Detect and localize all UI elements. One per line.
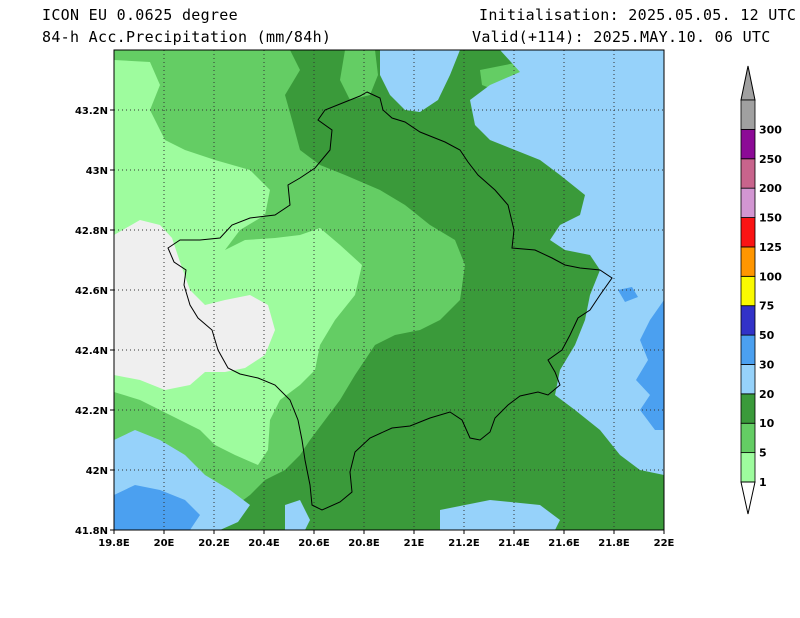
colorbar-label: 50: [759, 329, 775, 342]
lon-tick-label: 20.6E: [298, 538, 330, 549]
colorbar-label: 75: [759, 300, 774, 313]
colorbar-label: 150: [759, 212, 782, 225]
lon-tick-label: 21.6E: [548, 538, 580, 549]
colorbar-swatch: [740, 217, 756, 248]
colorbar-swatch: [740, 275, 756, 307]
lon-tick-label: 20E: [154, 538, 175, 549]
precip-area-20-30-south: [285, 500, 310, 530]
colorbar-swatch: [740, 422, 756, 454]
lon-tick-label: 21.2E: [448, 538, 480, 549]
precip-area-below-1: [114, 220, 275, 390]
graticule: [114, 50, 664, 530]
lon-tick-label: 20.2E: [198, 538, 230, 549]
colorbar-label: 5: [759, 447, 767, 460]
lon-tick-label: 20.4E: [248, 538, 280, 549]
colorbar-label: 200: [759, 182, 782, 195]
lon-tick-label: 20.8E: [348, 538, 380, 549]
lat-tick-label: 42.4N: [75, 346, 108, 357]
border-line: [167, 91, 613, 511]
colorbar-label: 10: [759, 417, 775, 430]
colorbar-label: 250: [759, 153, 782, 166]
valid-time: Valid(+114): 2025.MAY.10. 06 UTC: [472, 28, 771, 46]
precip-area-20-30-east: [470, 50, 664, 475]
precip-area-5-10-north: [340, 50, 378, 100]
colorbar-swatch: [740, 452, 756, 483]
lat-tick-label: 42.8N: [75, 226, 108, 237]
colorbar-swatch: [740, 187, 756, 218]
lat-tick-label: 42.6N: [75, 286, 108, 297]
colorbar-swatch: [740, 364, 756, 395]
colorbar-swatch: [740, 246, 756, 277]
precip-area-30-50-southwest: [114, 485, 200, 530]
lat-tick-label: 43N: [86, 166, 108, 177]
lon-tick-label: 22E: [654, 538, 675, 549]
colorbar-label: 30: [759, 358, 775, 371]
colorbar-top-arrow: [740, 65, 756, 101]
colorbar-swatch: [740, 99, 756, 130]
colorbar-label: 1: [759, 476, 767, 489]
colorbar-label: 20: [759, 388, 775, 401]
plot-frame: [113, 49, 665, 531]
colorbar-swatch: [740, 305, 756, 336]
lat-tick-label: 42.2N: [75, 406, 108, 417]
init-time: Initialisation: 2025.05.05. 12 UTC: [479, 6, 797, 24]
colorbar-label: 300: [759, 123, 782, 136]
lon-tick-label: 19.8E: [98, 538, 130, 549]
precip-area-20-30-northeast: [380, 50, 460, 112]
lat-tick-label: 41.8N: [75, 526, 108, 537]
colorbar-swatch: [740, 128, 756, 160]
precip-area-30-50-east-spot: [618, 287, 638, 302]
colorbar-swatch: [740, 393, 756, 424]
model-title: ICON EU 0.0625 degree: [42, 6, 238, 24]
colorbar-bottom-arrow: [740, 481, 756, 515]
field-title: 84-h Acc.Precipitation (mm/84h): [42, 28, 332, 46]
precip-field: [114, 50, 664, 530]
lat-tick-label: 42N: [86, 466, 108, 477]
lat-tick-label: 43.2N: [75, 106, 108, 117]
colorbar-swatch: [740, 334, 756, 365]
lon-tick-label: 21.8E: [598, 538, 630, 549]
precip-area-20-30-southeast: [440, 500, 560, 530]
colorbar-swatch: [740, 158, 756, 189]
colorbar-label: 100: [759, 270, 782, 283]
precip-area-30-50-east: [636, 300, 664, 430]
colorbar-label: 125: [759, 241, 782, 254]
lon-tick-label: 21E: [404, 538, 425, 549]
lon-tick-label: 21.4E: [498, 538, 530, 549]
